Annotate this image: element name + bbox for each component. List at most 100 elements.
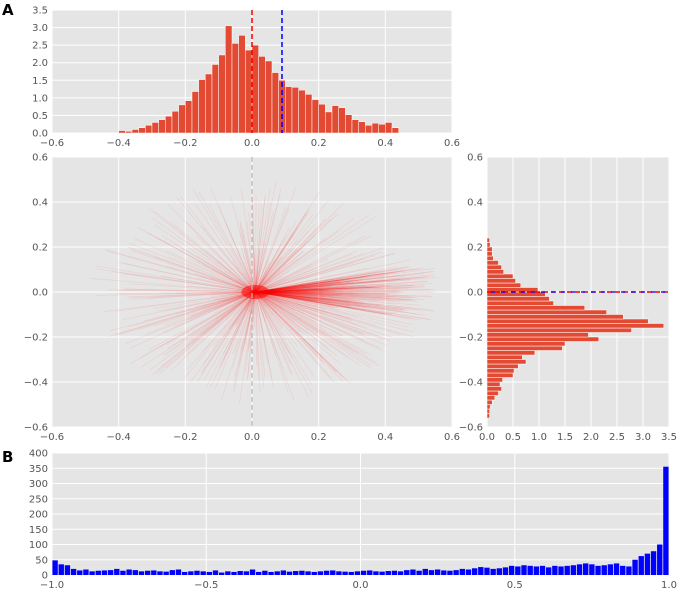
ray xyxy=(255,291,365,336)
bottom-ytick-label: 0 xyxy=(42,571,48,582)
ray xyxy=(254,291,292,376)
ray xyxy=(255,275,433,293)
bottom-ytick-label: 50 xyxy=(35,555,48,566)
ray xyxy=(255,286,352,293)
ray xyxy=(255,291,402,294)
ray xyxy=(255,291,406,302)
ray xyxy=(189,291,256,384)
ray xyxy=(255,282,351,293)
center-ytick-label: 0.4 xyxy=(32,198,48,209)
top-histogram: −0.6 −0.4 −0.2 0.0 0.2 0.4 0.6 0.0 0.5 1.0 1.5 2.0 2… xyxy=(32,6,460,150)
ray xyxy=(255,291,340,300)
ray xyxy=(255,291,350,308)
bottom-hist-bar xyxy=(274,571,280,575)
panel-label-b: B xyxy=(2,448,13,466)
ray xyxy=(255,218,332,293)
ray xyxy=(255,291,433,311)
ray xyxy=(188,257,256,293)
ray xyxy=(255,286,383,293)
ray xyxy=(254,291,266,378)
ray xyxy=(105,250,256,293)
ray xyxy=(255,291,383,340)
bottom-hist-bar xyxy=(336,571,342,575)
ray xyxy=(255,275,386,293)
ray xyxy=(233,291,256,340)
ray xyxy=(255,291,355,354)
bottom-xtick-label: 0.5 xyxy=(507,580,523,591)
top-hist-bar xyxy=(238,35,246,134)
top-hist-bar xyxy=(291,87,299,134)
right-hist-bar xyxy=(486,237,490,243)
ray xyxy=(255,240,308,293)
ray xyxy=(255,291,340,364)
center-xtick-label: −0.2 xyxy=(173,432,197,443)
ray xyxy=(254,291,265,389)
ray xyxy=(205,250,256,293)
ray xyxy=(255,277,426,293)
ray xyxy=(255,278,401,293)
ray xyxy=(255,291,390,295)
center-xtick-label: −0.4 xyxy=(107,432,131,443)
ray xyxy=(255,291,405,311)
ray xyxy=(255,287,360,293)
bottom-hist-bar xyxy=(397,571,404,575)
ray xyxy=(175,291,256,315)
bottom-hist-bar xyxy=(330,570,336,575)
right-hist-bar xyxy=(486,377,503,383)
ray xyxy=(160,291,256,348)
ray xyxy=(255,291,304,335)
center-ytick-label: 0.6 xyxy=(32,153,48,164)
ray xyxy=(255,291,388,346)
bottom-hist-bar xyxy=(558,566,564,575)
ray xyxy=(255,268,435,293)
ray xyxy=(244,291,256,345)
top-hist-bar xyxy=(185,100,193,134)
ray xyxy=(255,291,372,309)
ray xyxy=(242,229,256,293)
ray xyxy=(255,285,385,293)
top-xtick-label: 0.2 xyxy=(311,138,327,149)
ray xyxy=(239,226,256,293)
ray xyxy=(255,289,431,293)
ray xyxy=(129,283,256,293)
ray xyxy=(255,285,366,293)
ray xyxy=(254,244,282,293)
ray xyxy=(255,289,354,293)
ray xyxy=(224,291,256,341)
bottom-hist-bar xyxy=(373,571,379,575)
top-hist-bar xyxy=(318,103,326,134)
ray xyxy=(230,196,256,293)
ray xyxy=(200,291,256,375)
top-hist-bar xyxy=(391,127,399,134)
top-hist-bar xyxy=(225,25,233,134)
right-hist-bar xyxy=(486,273,514,279)
ray xyxy=(116,290,256,293)
ray xyxy=(255,291,370,295)
ray xyxy=(255,279,344,293)
ray xyxy=(255,275,400,293)
ray xyxy=(255,291,405,312)
ray xyxy=(255,291,344,337)
right-hist-bar xyxy=(486,399,493,405)
ray xyxy=(109,291,256,332)
ray xyxy=(129,243,256,293)
bottom-hist-bar xyxy=(607,564,614,575)
right-hist-bar xyxy=(486,246,493,252)
ray xyxy=(254,194,257,293)
top-hist-bar xyxy=(151,122,159,134)
ray xyxy=(255,279,353,293)
ray xyxy=(255,271,433,293)
right-hist-bar xyxy=(486,381,501,387)
ray xyxy=(255,291,308,335)
ray xyxy=(255,291,413,326)
ray xyxy=(114,291,256,312)
ray xyxy=(255,251,304,293)
center-xtick-label: 0.6 xyxy=(444,432,460,443)
ray xyxy=(206,291,256,387)
right-hist-bar xyxy=(486,305,586,311)
ray xyxy=(125,291,256,344)
bottom-hist-bar xyxy=(650,551,657,575)
ray xyxy=(198,191,256,293)
right-hist-bar xyxy=(486,350,536,356)
ray xyxy=(255,291,385,315)
